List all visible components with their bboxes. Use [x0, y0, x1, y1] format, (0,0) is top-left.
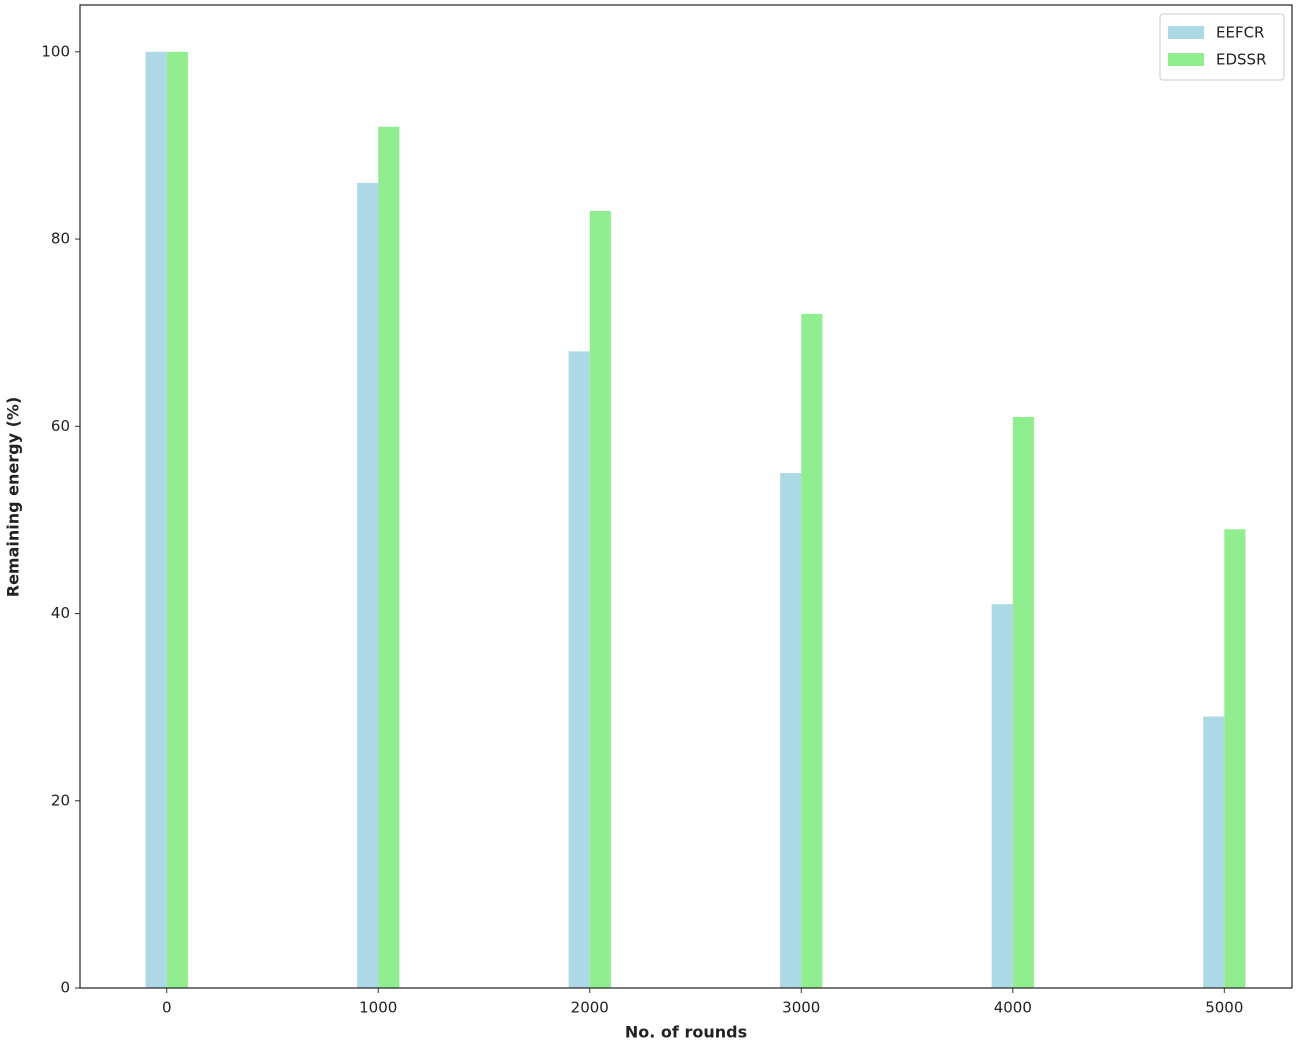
y-tick-label: 20 [51, 791, 70, 809]
bar [378, 126, 400, 988]
y-tick-label: 40 [51, 604, 70, 622]
x-tick-label: 2000 [571, 999, 609, 1017]
bar [568, 351, 590, 988]
x-axis-label: No. of rounds [625, 1023, 747, 1042]
bar [166, 51, 188, 989]
y-tick-label: 80 [51, 230, 70, 248]
legend-swatch [1168, 53, 1204, 66]
plot-frame [79, 4, 1293, 989]
bar [780, 473, 802, 989]
x-tick-label: 4000 [994, 999, 1032, 1017]
y-axis-label: Remaining energy (%) [4, 397, 23, 598]
bar [1203, 716, 1225, 988]
bar [357, 182, 379, 988]
bar [801, 313, 823, 988]
x-tick-label: 3000 [782, 999, 820, 1017]
bar [1224, 529, 1246, 988]
bar [991, 604, 1013, 988]
bar [1012, 416, 1034, 988]
y-tick-label: 60 [51, 417, 70, 435]
x-tick-label: 0 [162, 999, 172, 1017]
legend-label: EDSSR [1216, 51, 1267, 69]
bar [589, 210, 611, 988]
legend-swatch [1168, 26, 1204, 39]
legend-label: EEFCR [1216, 24, 1264, 42]
y-tick-label: 100 [41, 42, 70, 60]
x-tick-label: 1000 [359, 999, 397, 1017]
bar [145, 51, 167, 989]
x-tick-label: 5000 [1205, 999, 1243, 1017]
y-tick-label: 0 [60, 979, 70, 997]
